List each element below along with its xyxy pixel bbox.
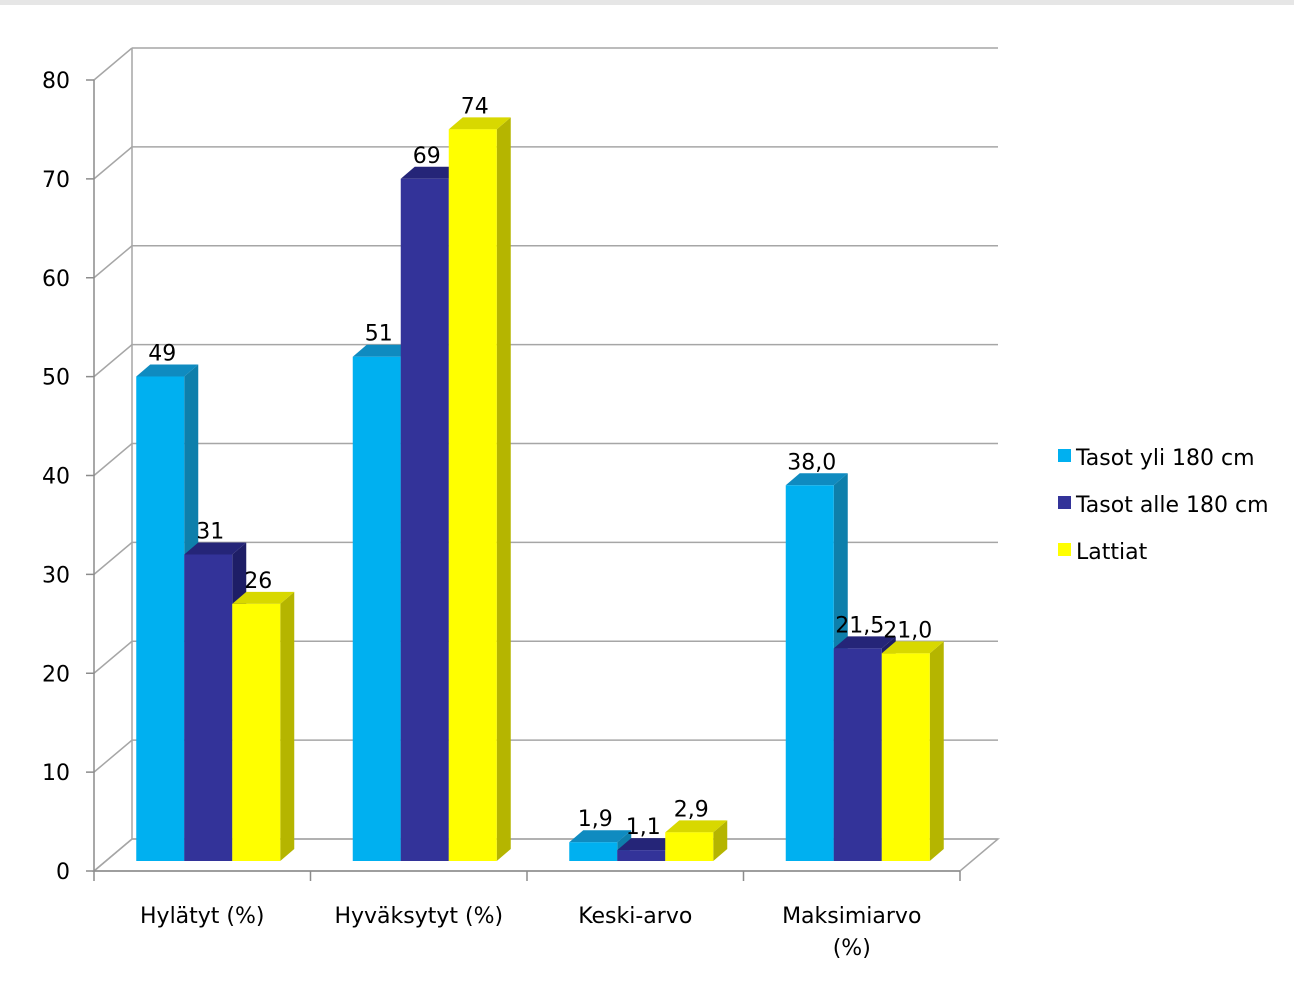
data-labels: 49 31 26 51 69 74 1,9 1,1 2,9 38,0 21,5 21,0 [148,94,932,840]
legend-swatch [1058,496,1071,509]
y-tick-label: 10 [42,761,70,786]
bar [785,485,834,861]
legend: Tasot yli 180 cm Tasot alle 180 cm Lattiat [1058,446,1269,565]
gridline-side [93,541,133,575]
bar-top [617,838,680,851]
y-tick-label: 30 [42,563,70,588]
data-label: 26 [244,569,272,594]
bar-top [184,542,247,555]
bar [617,850,666,861]
data-label: 21,5 [835,613,884,638]
bar-top [665,820,728,833]
bar [665,832,714,861]
y-tick-label: 50 [42,366,70,391]
bar-side [496,117,511,861]
bar [400,178,449,861]
bar-side [280,591,295,861]
category-label: Maksimiarvo [782,904,921,929]
data-label: 69 [413,144,441,169]
bar-side [929,641,944,861]
bar-top [881,641,944,654]
bar-top [785,473,848,486]
bar [833,648,882,861]
y-tick-label: 20 [42,662,70,687]
legend-label: Tasot alle 180 cm [1075,493,1269,518]
bar [136,376,185,861]
data-label: 1,1 [626,815,661,840]
top-border [0,0,1294,5]
bar [232,603,281,861]
bar [352,356,401,861]
gridline-side [93,47,133,81]
legend-label: Tasot yli 180 cm [1075,446,1255,471]
data-label: 2,9 [674,797,709,822]
data-label: 38,0 [787,450,836,475]
y-tick-label: 0 [56,860,70,885]
category-label: Hylätyt (%) [140,904,265,929]
category-label: (%) [833,936,871,961]
gridline-side [93,838,133,872]
data-label: 1,9 [578,807,613,832]
data-label: 49 [148,342,176,367]
data-label: 74 [461,94,489,119]
gridline-side [93,245,133,279]
y-tick-label: 60 [42,267,70,292]
gridline-side [93,640,133,674]
category-label: Keski-arvo [578,904,692,929]
legend-label: Lattiat [1076,540,1148,565]
category-label: Hyväksytyt (%) [334,904,503,929]
gridline-side [93,442,133,477]
bar [448,129,497,861]
data-label: 21,0 [883,618,932,643]
y-tick-label: 40 [42,465,70,490]
y-tick-label: 80 [42,69,70,94]
bar-top [569,830,632,843]
bar [569,842,618,861]
bar-side [713,820,728,861]
legend-swatch [1058,449,1071,462]
data-label: 51 [365,322,393,347]
bar [184,554,233,861]
bar-top [400,166,463,179]
bar-top [448,117,511,130]
data-label: 31 [196,519,224,544]
bar-top [232,591,295,604]
bar-top [833,636,896,649]
bar-top [352,344,415,357]
bar [881,653,930,861]
legend-swatch [1058,543,1071,556]
y-tick-label: 70 [42,168,70,193]
gridline-side [93,146,133,180]
gridline-side [93,739,133,773]
axes: 0 10 20 30 40 50 60 70 80 Hylätyt (%) Hyväksytyt (… [42,69,961,961]
gridline-side [93,344,133,378]
bars [136,117,944,861]
bar-top [136,364,199,377]
